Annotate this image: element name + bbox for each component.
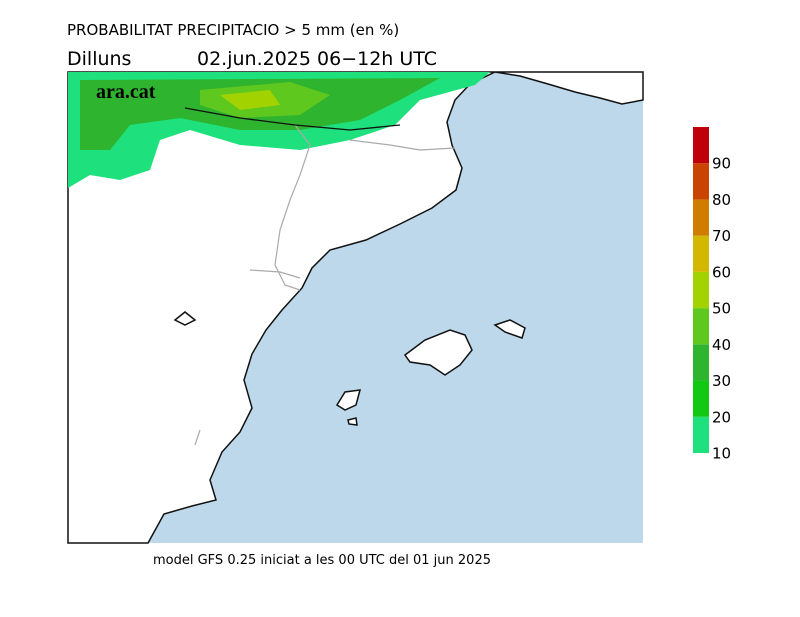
legend-label: 20 xyxy=(712,408,731,426)
footer: model GFS 0.25 iniciat a les 00 UTC del … xyxy=(153,553,491,568)
legend-label: 90 xyxy=(712,155,731,173)
legend-label: 50 xyxy=(712,300,731,318)
land xyxy=(67,71,644,544)
day: Dilluns xyxy=(67,48,131,70)
legend-band xyxy=(693,344,709,381)
title: PROBABILITAT PRECIPITACIO > 5 mm (en %) xyxy=(67,21,399,39)
islands xyxy=(173,311,526,426)
legend-band xyxy=(693,380,709,417)
legend-label: 40 xyxy=(712,336,731,354)
legend-label: 30 xyxy=(712,372,731,390)
period: 02.jun.2025 06−12h UTC xyxy=(197,48,437,70)
legend-label: 80 xyxy=(712,191,731,209)
legend-band xyxy=(693,235,709,272)
map: ara.cat xyxy=(67,71,644,544)
legend-label: 10 xyxy=(712,445,731,463)
borders xyxy=(194,124,456,446)
logo: ara.cat xyxy=(96,81,156,103)
legend-band xyxy=(693,163,709,200)
legend-band xyxy=(693,271,709,309)
legend-band xyxy=(693,127,709,164)
legend-band xyxy=(693,308,709,345)
legend-band xyxy=(693,416,709,453)
precipitation xyxy=(68,72,490,188)
frontier xyxy=(184,107,401,131)
legend-label: 70 xyxy=(712,227,731,245)
legend-label: 60 xyxy=(712,263,731,281)
legend: 10 20 30 40 50 60 70 80 90 xyxy=(693,127,731,463)
legend-band xyxy=(693,199,709,236)
